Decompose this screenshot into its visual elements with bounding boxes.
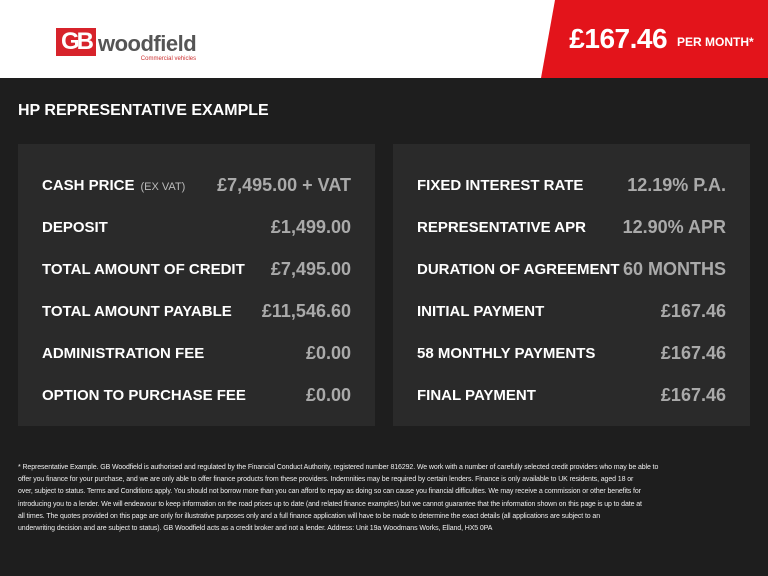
row-label-text: INITIAL PAYMENT (417, 302, 545, 320)
finance-row: ADMINISTRATION FEE £0.00 (42, 332, 351, 374)
finance-row: FINAL PAYMENT £167.46 (417, 374, 726, 416)
finance-row: FIXED INTEREST RATE 12.19% P.A. (417, 164, 726, 206)
row-note: (EX VAT) (140, 180, 186, 193)
row-value: £11,546.60 (261, 300, 351, 321)
monthly-price-banner: £167.46 PER MONTH* (541, 0, 768, 78)
monthly-price: £167.46 (569, 23, 668, 54)
row-value: 12.90% APR (622, 216, 726, 237)
row-label: DEPOSIT (42, 219, 108, 236)
row-label: OPTION TO PURCHASE FEE (42, 387, 246, 404)
row-value: £0.00 (305, 384, 351, 405)
row-label-text: 58 MONTHLY PAYMENTS (417, 344, 596, 362)
logo-mark: GB (56, 28, 96, 56)
row-value: 60 MONTHS (622, 258, 726, 279)
row-label: FINAL PAYMENT (417, 387, 536, 404)
finance-row: DURATION OF AGREEMENT 60 MONTHS (417, 248, 726, 290)
row-label: TOTAL AMOUNT OF CREDIT (42, 261, 245, 278)
row-label-text: ADMINISTRATION FEE (42, 344, 205, 362)
row-label-text: FIXED INTEREST RATE (417, 176, 584, 194)
logo-subtitle: Commercial vehicles (140, 56, 197, 62)
header: GB woodfield Commercial vehicles £167.46… (0, 0, 768, 78)
row-label-text: DURATION OF AGREEMENT (417, 260, 620, 278)
finance-panel-left: CASH PRICE (EX VAT) £7,495.00 + VAT DEPOSIT… (18, 144, 375, 426)
finance-row: REPRESENTATIVE APR 12.90% APR (417, 206, 726, 248)
logo[interactable]: GB woodfield Commercial vehicles (56, 20, 197, 63)
disclaimer: * Representative Example. GB Woodfield i… (18, 462, 753, 535)
row-label-text: DEPOSIT (42, 218, 108, 236)
finance-row: OPTION TO PURCHASE FEE £0.00 (42, 374, 351, 416)
row-label-text: CASH PRICE (42, 176, 135, 194)
section-title: HP REPRESENTATIVE EXAMPLE (18, 102, 269, 119)
disclaimer-line: * Representative Example. GB Woodfield i… (18, 464, 659, 471)
row-label: TOTAL AMOUNT PAYABLE (42, 303, 232, 320)
row-label: INITIAL PAYMENT (417, 303, 544, 320)
row-label-text: TOTAL AMOUNT OF CREDIT (42, 260, 245, 278)
disclaimer-line: introducing you to a lender. We will end… (18, 500, 642, 508)
disclaimer-line: all times. The quotes provided on this p… (18, 512, 601, 520)
row-value: £7,495.00 + VAT (217, 174, 351, 195)
row-value: 12.19% P.A. (627, 174, 726, 195)
row-label: REPRESENTATIVE APR (417, 219, 586, 236)
finance-row: DEPOSIT £1,499.00 (42, 206, 351, 248)
row-label: ADMINISTRATION FEE (42, 345, 204, 362)
row-label: DURATION OF AGREEMENT (417, 261, 620, 278)
row-value: £167.46 (660, 342, 726, 363)
logo-text: woodfield (98, 31, 197, 56)
row-label-text: REPRESENTATIVE APR (417, 218, 586, 236)
row-label: 58 MONTHLY PAYMENTS (417, 345, 595, 362)
disclaimer-line: underwriting decision and are subject to… (18, 525, 493, 533)
row-value: £167.46 (660, 300, 726, 321)
per-month-label: PER MONTH* (677, 35, 754, 49)
finance-row: INITIAL PAYMENT £167.46 (417, 290, 726, 332)
row-label: FIXED INTEREST RATE (417, 177, 583, 194)
row-label-text: TOTAL AMOUNT PAYABLE (42, 302, 232, 320)
disclaimer-line: over, subject to status. Terms and Condi… (18, 488, 641, 496)
logo-wordmark: woodfield Commercial vehicles (98, 31, 197, 63)
finance-row: TOTAL AMOUNT OF CREDIT £7,495.00 (42, 248, 351, 290)
finance-panel-right: FIXED INTEREST RATE 12.19% P.A. REPRESENTA… (393, 144, 750, 426)
row-label: CASH PRICE (EX VAT) (42, 177, 185, 194)
row-value: £0.00 (305, 342, 351, 363)
row-label-text: FINAL PAYMENT (417, 386, 536, 404)
finance-row: CASH PRICE (EX VAT) £7,495.00 + VAT (42, 164, 351, 206)
disclaimer-line: offer you finance for your purchase, and… (18, 476, 634, 484)
row-value: £7,495.00 (270, 258, 351, 279)
finance-row: 58 MONTHLY PAYMENTS £167.46 (417, 332, 726, 374)
row-value: £167.46 (660, 384, 726, 405)
row-label-text: OPTION TO PURCHASE FEE (42, 386, 246, 404)
row-value: £1,499.00 (270, 216, 351, 237)
finance-row: TOTAL AMOUNT PAYABLE £11,546.60 (42, 290, 351, 332)
